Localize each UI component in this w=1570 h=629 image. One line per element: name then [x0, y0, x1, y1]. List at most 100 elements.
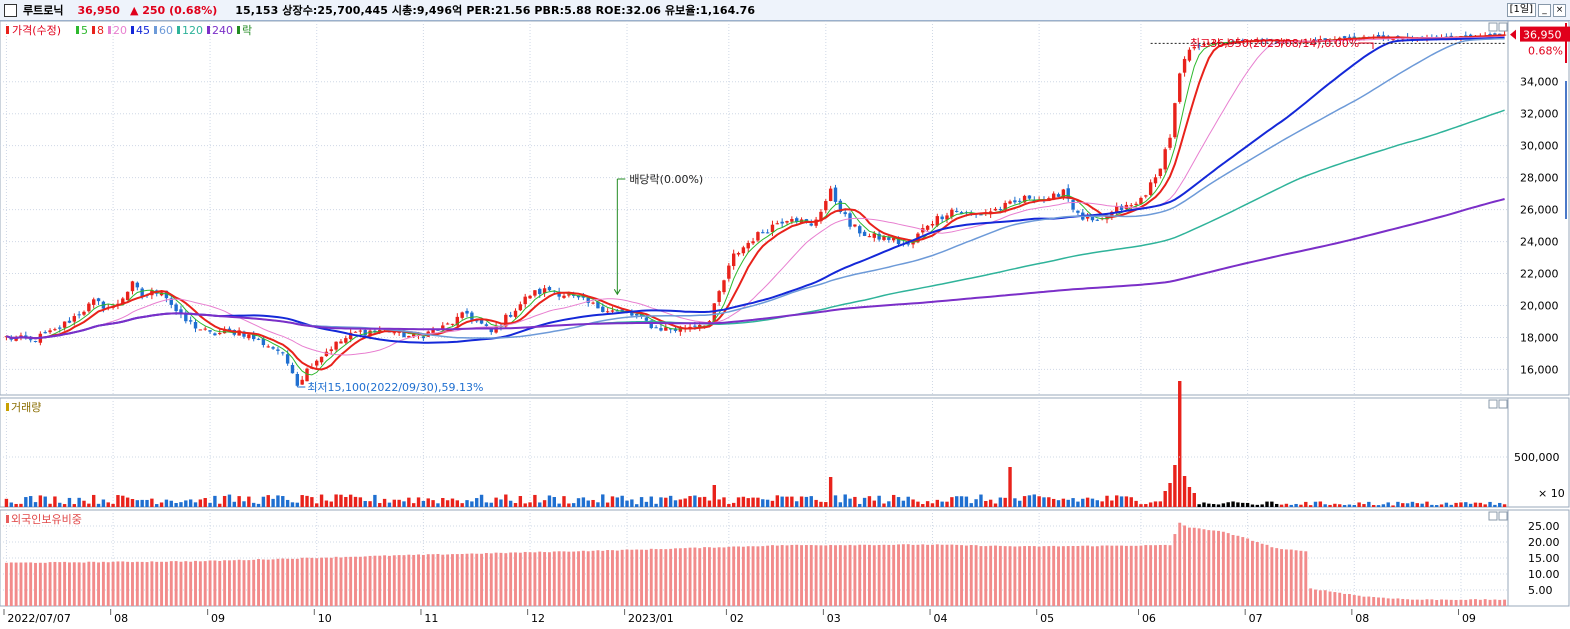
foreign-bar	[1013, 546, 1017, 606]
foreign-bar	[523, 551, 527, 606]
volume-bar	[179, 502, 183, 507]
foreign-bar	[906, 544, 910, 606]
volume-bar	[610, 496, 615, 507]
foreign-bar	[1202, 529, 1206, 606]
foreign-bar	[135, 561, 139, 606]
volume-bar	[896, 497, 901, 507]
x-tick-label: 09	[1462, 612, 1476, 625]
foreign-bar	[1091, 546, 1094, 606]
volume-bar	[227, 494, 232, 507]
foreign-bar	[1003, 546, 1007, 606]
volume-bar	[1226, 502, 1230, 507]
volume-bar	[1488, 501, 1492, 507]
volume-bar	[310, 497, 314, 507]
volume-panel-minimize-icon[interactable]	[1488, 399, 1498, 409]
last-price-box	[1520, 26, 1570, 42]
foreign-bar	[344, 556, 348, 606]
foreign-bar	[533, 552, 537, 606]
volume-bar	[256, 503, 261, 507]
volume-bar	[499, 499, 503, 507]
volume-bar	[426, 498, 430, 507]
foreign-bar	[305, 557, 309, 606]
volume-unit: × 10	[1538, 487, 1565, 500]
foreign-bar	[984, 546, 988, 606]
close-icon[interactable]: ×	[1553, 3, 1566, 17]
candle	[402, 330, 406, 338]
stock-chart[interactable]: 16,000 18,000 20,000 22,000 24,000 26,000 28,0…	[0, 21, 1570, 629]
foreign-bar	[1081, 545, 1085, 606]
foreign-bar	[853, 545, 857, 606]
volume-bar	[116, 495, 120, 507]
volume-panel-close-icon[interactable]	[1498, 399, 1508, 409]
volume-bar	[407, 497, 411, 507]
volume-bar	[1333, 503, 1337, 507]
stock-name[interactable]: 루트로닉	[23, 4, 64, 17]
volume-bar	[639, 497, 644, 507]
foreign-bar	[145, 562, 149, 606]
foreign-panel-close-icon[interactable]	[1498, 511, 1508, 521]
volume-bar	[411, 503, 416, 507]
candle	[1061, 189, 1066, 198]
candle	[353, 331, 358, 333]
volume-bar	[1328, 504, 1332, 507]
foreign-bar	[1328, 591, 1332, 606]
foreign-bar	[994, 545, 997, 606]
candle	[557, 291, 561, 297]
candle	[475, 320, 479, 322]
volume-bar	[1144, 504, 1148, 507]
volume-bar	[770, 500, 775, 507]
stock-header: 루트로닉 36,950 ▲ 250 (0.68%) 15,153 상장수:25,…	[0, 0, 1570, 21]
volume-bar	[1289, 504, 1293, 507]
volume-bar	[717, 499, 721, 507]
volume-bar	[1085, 497, 1090, 507]
volume-bar	[87, 503, 91, 507]
volume-bar	[1318, 501, 1323, 507]
volume-bar	[605, 502, 610, 507]
legend-price: 가격(수정)	[12, 24, 61, 37]
legend-marker	[6, 26, 9, 34]
candle	[121, 298, 125, 304]
candle	[601, 306, 605, 313]
foreign-bar	[24, 562, 28, 606]
foreign-bar	[1212, 530, 1216, 606]
y-tick-label: 25.00	[1528, 520, 1560, 533]
foreign-bar	[160, 561, 164, 606]
candle	[1095, 219, 1100, 221]
foreign-bar	[1120, 545, 1124, 606]
foreign-bar	[867, 544, 871, 606]
volume-panel-axis	[1507, 397, 1570, 508]
candle	[571, 294, 576, 296]
foreign-bar	[383, 555, 387, 606]
volume-bar	[300, 495, 304, 507]
candle	[455, 316, 460, 326]
foreign-bar	[227, 560, 231, 606]
candle	[1148, 182, 1153, 195]
candle	[562, 295, 566, 298]
candle	[1129, 205, 1133, 207]
select-checkbox[interactable]	[4, 3, 17, 17]
candle	[436, 329, 440, 331]
candle	[518, 304, 523, 311]
foreign-bar	[649, 548, 653, 606]
volume-bar	[184, 500, 188, 507]
candle	[14, 337, 18, 341]
period-button[interactable]: [1일]	[1506, 3, 1536, 17]
foreign-bar	[1192, 527, 1196, 606]
minimize-icon[interactable]: _	[1538, 3, 1551, 17]
foreign-bar	[223, 560, 227, 606]
volume-bar	[654, 503, 658, 507]
candle	[193, 322, 198, 329]
price-panel-close-icon[interactable]	[1498, 22, 1508, 32]
foreign-bar	[92, 561, 96, 606]
foreign-bar	[169, 561, 173, 606]
candle	[858, 226, 862, 234]
foreign-bar	[1061, 546, 1065, 606]
volume-bar	[1047, 497, 1051, 507]
volume-bar	[169, 500, 173, 507]
price-panel-minimize-icon[interactable]	[1488, 22, 1498, 32]
foreign-bar	[1304, 551, 1308, 606]
foreign-bar	[213, 560, 217, 606]
foreign-bar	[87, 561, 91, 606]
foreign-panel-minimize-icon[interactable]	[1488, 511, 1498, 521]
foreign-bar	[1032, 546, 1036, 606]
